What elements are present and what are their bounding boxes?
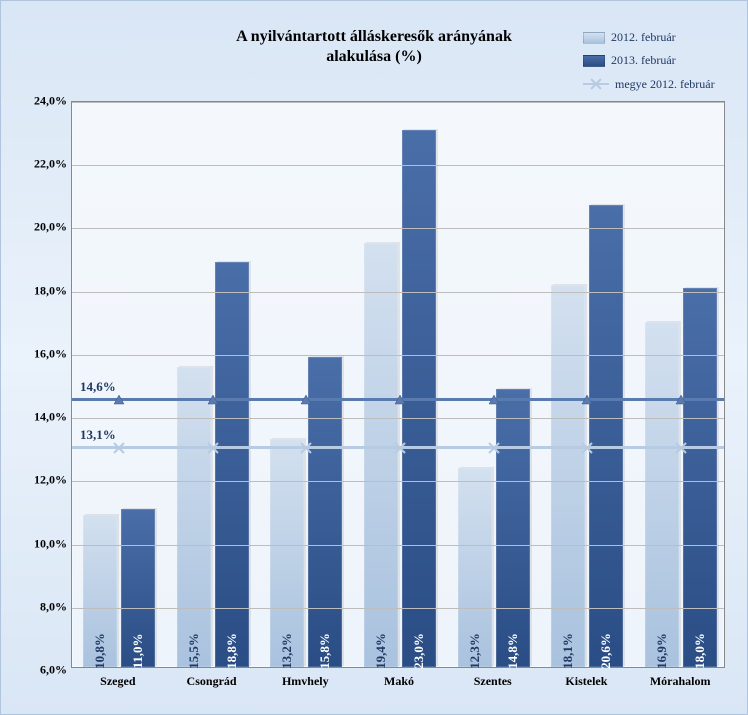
y-tick-label: 10,0% — [21, 536, 67, 551]
gridline — [72, 292, 724, 293]
legend-item: 2012. február — [583, 31, 723, 44]
y-tick-label: 22,0% — [21, 157, 67, 172]
y-tick-label: 6,0% — [21, 663, 67, 678]
triangle-marker-icon — [581, 393, 593, 405]
chart-container: A nyilvántartott álláskeresők arányának … — [9, 9, 739, 706]
gridline — [72, 481, 724, 482]
gridline — [72, 418, 724, 419]
plot-area: 10,8%11,0%15,5%18,8%13,2%15,8%19,4%23,0%… — [71, 101, 725, 668]
x-axis: Szeged Csongrád Hmvhely Makó Szentes Kistelek… — [71, 670, 725, 698]
y-tick-label: 14,0% — [21, 410, 67, 425]
gridline — [72, 102, 724, 103]
legend-label: megye 2012. február — [615, 78, 715, 91]
x-marker-icon — [488, 441, 500, 453]
legend-label: 2012. február — [611, 31, 676, 44]
legend-item: 2013. február — [583, 54, 723, 67]
lines-layer: 13,1% 14,6% — [72, 102, 724, 667]
gridline — [72, 355, 724, 356]
reference-line-label: 13,1% — [80, 427, 116, 443]
x-marker-icon — [590, 78, 602, 90]
y-tick-label: 20,0% — [21, 220, 67, 235]
y-tick-label: 8,0% — [21, 599, 67, 614]
x-tick-label: Csongrád — [187, 674, 237, 689]
x-marker-icon — [300, 441, 312, 453]
x-tick-label: Szentes — [474, 674, 512, 689]
reference-line-label: 14,6% — [80, 379, 116, 395]
legend-item: megye 2012. február — [583, 77, 723, 91]
x-tick-label: Hmvhely — [282, 674, 329, 689]
legend-label: 2013. február — [611, 54, 676, 67]
triangle-marker-icon — [675, 393, 687, 405]
y-tick-label: 24,0% — [21, 94, 67, 109]
x-tick-label: Makó — [384, 674, 414, 689]
chart-title-line2: alakulása (%) — [326, 48, 422, 65]
x-marker-icon — [207, 441, 219, 453]
triangle-marker-icon — [488, 393, 500, 405]
triangle-marker-icon — [300, 393, 312, 405]
legend-swatch — [583, 32, 605, 44]
gridline — [72, 228, 724, 229]
y-tick-label: 12,0% — [21, 473, 67, 488]
gridline — [72, 608, 724, 609]
x-marker-icon — [394, 441, 406, 453]
triangle-marker-icon — [394, 393, 406, 405]
triangle-marker-icon — [207, 393, 219, 405]
y-tick-label: 16,0% — [21, 346, 67, 361]
x-tick-label: Mórahalom — [650, 674, 711, 689]
x-tick-label: Kistelek — [565, 674, 607, 689]
chart-card: A nyilvántartott álláskeresők arányának … — [0, 0, 748, 715]
legend-swatch — [583, 55, 605, 67]
chart-title-line1: A nyilvántartott álláskeresők arányának — [236, 28, 512, 45]
legend-line-swatch — [583, 77, 609, 91]
gridline — [72, 545, 724, 546]
gridline — [72, 165, 724, 166]
y-tick-label: 18,0% — [21, 283, 67, 298]
x-marker-icon — [675, 441, 687, 453]
x-marker-icon — [581, 441, 593, 453]
x-tick-label: Szeged — [100, 674, 135, 689]
